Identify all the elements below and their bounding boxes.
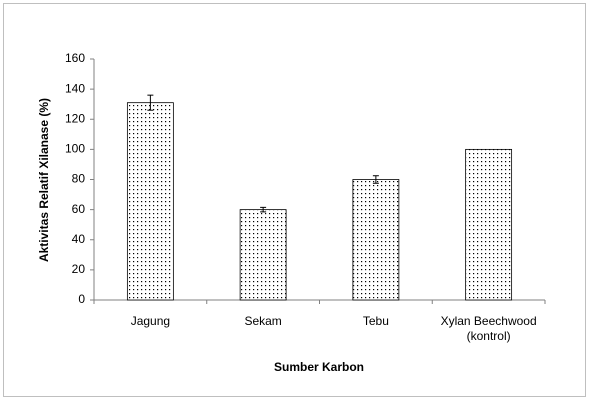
y-tick-label: 0: [78, 292, 85, 306]
bar: [126, 102, 174, 301]
y-axis-title: Aktivitas Relatif Xilanase (%): [37, 98, 51, 262]
x-axis-title: Sumber Karbon: [274, 360, 364, 374]
y-tick-label: 80: [72, 172, 86, 186]
x-tick-label: Tebu: [362, 314, 389, 328]
error-bar: [147, 94, 154, 111]
y-tick-label: 120: [65, 111, 85, 125]
y-tick-label: 40: [72, 232, 86, 246]
y-tick-label: 140: [65, 81, 85, 95]
y-tick-label: 160: [65, 51, 85, 65]
bar: [352, 179, 400, 301]
x-tick-label: Xylan Beechwood (kontrol): [440, 314, 537, 343]
bar: [465, 148, 513, 301]
error-bar: [372, 175, 379, 184]
y-tick-label: 100: [65, 142, 85, 156]
x-tick-label: Sekam: [244, 314, 282, 328]
chart-border: [3, 3, 586, 397]
y-tick-label: 20: [72, 262, 86, 276]
y-tick-label: 60: [72, 202, 86, 216]
x-tick-label: Jagung: [130, 314, 171, 328]
bar: [239, 209, 287, 301]
error-bar: [260, 206, 267, 213]
